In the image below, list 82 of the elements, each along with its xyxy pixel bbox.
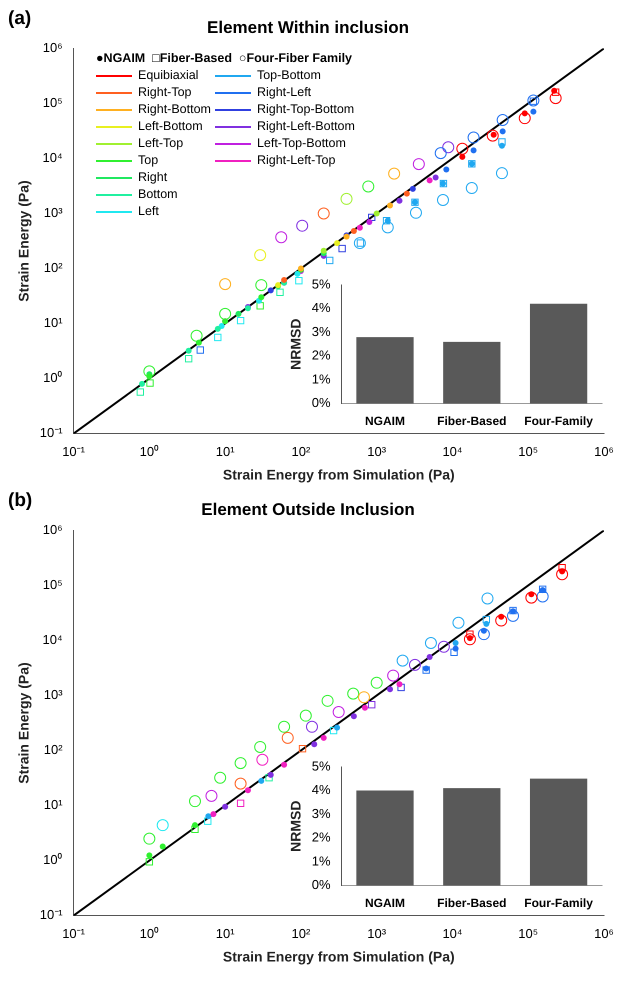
- legend-label: Top: [138, 152, 158, 169]
- legend-label: Right-Left-Top: [256, 152, 336, 169]
- x-tick-label: 10⁻¹: [62, 926, 86, 941]
- y-tick-label: 0%: [312, 395, 332, 410]
- bar: [530, 778, 588, 886]
- y-tick-label: 3%: [312, 324, 332, 339]
- x-tick-label: 10¹: [216, 926, 236, 941]
- x-tick-label: 10⁰: [140, 444, 160, 459]
- x-tick-label: 10²: [292, 444, 311, 459]
- y-tick-label: 10¹: [44, 797, 64, 812]
- x-tick-label: 10⁴: [442, 926, 462, 941]
- y-tick-label: 10⁶: [42, 40, 63, 55]
- legend-label: Left-Bottom: [138, 118, 203, 135]
- y-tick-label: 10⁴: [42, 632, 63, 648]
- y-tick-label: 4%: [312, 782, 332, 798]
- bar: [443, 342, 500, 404]
- y-axis-title: Strain Energy (Pa): [15, 662, 32, 784]
- legend-label: Bottom: [138, 186, 178, 203]
- y-tick-label: 10⁵: [42, 95, 63, 110]
- y-tick-label: 5%: [312, 276, 332, 292]
- y-tick-label: 10¹: [44, 315, 64, 330]
- text: (b): [8, 490, 32, 512]
- y-tick-label: 10⁴: [42, 150, 63, 166]
- y-axis-title: NRMSD: [287, 800, 304, 852]
- y-axis-title: Strain Energy (Pa): [15, 180, 32, 302]
- y-tick-label: 0%: [312, 877, 332, 892]
- y-tick-label: 3%: [312, 806, 332, 821]
- legend-label: Equibiaxial: [138, 67, 198, 84]
- x-tick-label: 10³: [367, 444, 387, 459]
- legend-label: Right-Top-Bottom: [256, 101, 354, 118]
- y-axis-title: NRMSD: [287, 318, 304, 370]
- x-tick-label: 10⁻¹: [62, 444, 86, 459]
- legend-label: Right-Left: [256, 84, 312, 101]
- y-tick-label: 10²: [44, 260, 64, 276]
- y-tick-label: 10⁻¹: [40, 425, 64, 440]
- legend-label: Right: [138, 169, 168, 186]
- y-tick-label: 2%: [312, 348, 332, 363]
- y-tick-label: 4%: [312, 300, 332, 316]
- y-tick-label: 5%: [312, 758, 332, 774]
- x-tick-label: Four-Family: [524, 896, 594, 910]
- y-tick-label: 10³: [44, 205, 64, 220]
- text: (a): [8, 8, 32, 30]
- x-tick-label: 10³: [367, 926, 387, 941]
- x-axis-title: Strain Energy from Simulation (Pa): [222, 466, 455, 482]
- chart-title: Element Outside Inclusion: [201, 500, 415, 519]
- bar: [443, 788, 500, 886]
- bar: [530, 304, 588, 404]
- y-tick-label: 10⁻¹: [40, 907, 64, 922]
- x-tick-label: 10⁴: [442, 444, 462, 459]
- y-tick-label: 10³: [44, 687, 64, 702]
- y-tick-label: 1%: [312, 371, 332, 386]
- x-tick-label: 10⁵: [518, 444, 538, 459]
- x-tick-label: NGAIM: [364, 896, 405, 910]
- legend-label: Right-Left-Bottom: [256, 118, 355, 135]
- bar: [356, 790, 414, 886]
- x-tick-label: 10⁶: [594, 926, 614, 941]
- legend-label: Right-Bottom: [138, 101, 211, 118]
- x-tick-label: Four-Family: [524, 414, 594, 428]
- y-tick-label: 10²: [44, 742, 64, 758]
- legend-label: Right-Top: [138, 84, 192, 101]
- x-axis-title: Strain Energy from Simulation (Pa): [222, 948, 455, 964]
- legend-label: Top-Bottom: [256, 67, 321, 84]
- y-tick-label: 10⁵: [42, 577, 63, 592]
- y-tick-label: 10⁰: [43, 852, 63, 868]
- chart-title: Element Within inclusion: [207, 18, 409, 37]
- x-tick-label: 10⁶: [594, 444, 614, 459]
- x-tick-label: NGAIM: [364, 414, 405, 428]
- x-tick-label: 10²: [292, 926, 311, 941]
- legend-title: ●NGAIM □Fiber-Based ○Four-Fiber Family: [96, 50, 354, 67]
- y-tick-label: 2%: [312, 830, 332, 845]
- x-tick-label: Fiber-Based: [437, 896, 506, 910]
- x-tick-label: Fiber-Based: [437, 414, 506, 428]
- legend-label: Left-Top: [138, 135, 184, 152]
- x-tick-label: 10⁵: [518, 926, 538, 941]
- legend-label: Left-Top-Bottom: [256, 135, 346, 152]
- bar: [356, 337, 414, 404]
- x-tick-label: 10¹: [216, 444, 236, 459]
- x-tick-label: 10⁰: [140, 926, 160, 941]
- legend-label: Left: [138, 203, 159, 220]
- y-tick-label: 1%: [312, 853, 332, 868]
- y-tick-label: 10⁶: [42, 522, 63, 537]
- y-tick-label: 10⁰: [43, 370, 63, 386]
